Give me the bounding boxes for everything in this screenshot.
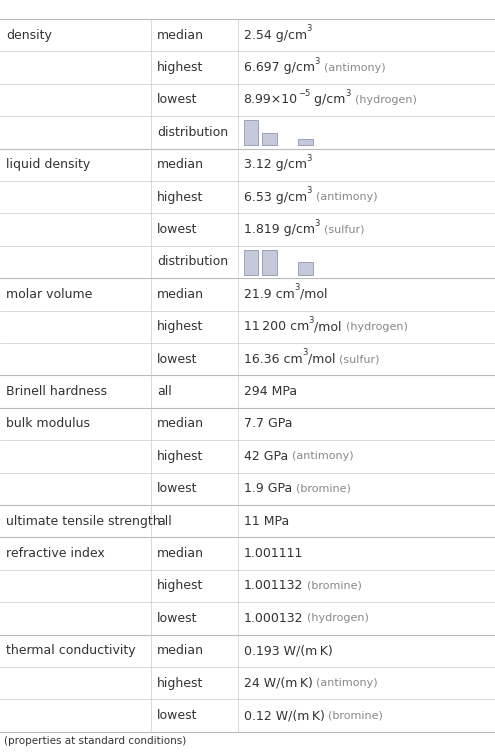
- Bar: [244, 249, 258, 275]
- Text: 8.99×10: 8.99×10: [244, 94, 297, 107]
- Text: 6.53 g/cm: 6.53 g/cm: [244, 191, 307, 203]
- Text: 11 MPa: 11 MPa: [244, 515, 289, 528]
- Text: highest: highest: [157, 61, 203, 74]
- Text: highest: highest: [157, 677, 203, 689]
- Text: 3: 3: [314, 218, 320, 228]
- Text: distribution: distribution: [157, 125, 228, 139]
- Text: (hydrogen): (hydrogen): [307, 613, 369, 624]
- Text: median: median: [157, 29, 204, 42]
- Text: ultimate tensile strength: ultimate tensile strength: [6, 515, 160, 528]
- Text: 3: 3: [306, 153, 312, 163]
- Bar: [244, 120, 258, 145]
- Text: Brinell hardness: Brinell hardness: [6, 385, 107, 398]
- Text: lowest: lowest: [157, 94, 198, 107]
- Text: (bromine): (bromine): [307, 581, 362, 591]
- Text: (bromine): (bromine): [328, 711, 383, 720]
- Text: refractive index: refractive index: [6, 547, 104, 560]
- Text: thermal conductivity: thermal conductivity: [6, 644, 136, 657]
- Text: 1.819 g/cm: 1.819 g/cm: [244, 223, 314, 236]
- Text: 294 MPa: 294 MPa: [244, 385, 297, 398]
- Text: lowest: lowest: [157, 612, 198, 625]
- Text: highest: highest: [157, 321, 203, 333]
- Text: (antimony): (antimony): [316, 192, 378, 202]
- Text: 16.36 cm: 16.36 cm: [244, 352, 302, 366]
- Text: highest: highest: [157, 450, 203, 463]
- Text: bulk modulus: bulk modulus: [6, 417, 90, 430]
- Text: 0.193 W/(m K): 0.193 W/(m K): [244, 644, 332, 657]
- Text: (sulfur): (sulfur): [324, 225, 364, 234]
- Text: density: density: [6, 29, 52, 42]
- Text: 3: 3: [307, 186, 312, 195]
- Text: (antimony): (antimony): [324, 63, 386, 73]
- Text: 3: 3: [307, 24, 312, 33]
- Text: all: all: [157, 385, 172, 398]
- Text: distribution: distribution: [157, 256, 228, 268]
- Text: 21.9 cm: 21.9 cm: [244, 288, 295, 301]
- Text: all: all: [157, 515, 172, 528]
- Text: median: median: [157, 158, 204, 171]
- Text: 0.12 W/(m K): 0.12 W/(m K): [244, 709, 324, 722]
- Text: (bromine): (bromine): [296, 484, 350, 494]
- Text: liquid density: liquid density: [6, 158, 90, 171]
- Text: −5: −5: [297, 89, 310, 98]
- Bar: [262, 132, 277, 145]
- Bar: [298, 139, 313, 145]
- Text: 1.9 GPa: 1.9 GPa: [244, 482, 292, 495]
- Text: (antimony): (antimony): [292, 451, 353, 461]
- Text: lowest: lowest: [157, 223, 198, 236]
- Text: (hydrogen): (hydrogen): [354, 95, 416, 105]
- Text: (sulfur): (sulfur): [339, 354, 380, 364]
- Text: 24 W/(m K): 24 W/(m K): [244, 677, 312, 689]
- Text: 2.54 g/cm: 2.54 g/cm: [244, 29, 307, 42]
- Text: /mol: /mol: [314, 321, 342, 333]
- Text: 1.000132: 1.000132: [244, 612, 303, 625]
- Text: 3.12 g/cm: 3.12 g/cm: [244, 158, 306, 171]
- Text: highest: highest: [157, 580, 203, 593]
- Text: 42 GPa: 42 GPa: [244, 450, 288, 463]
- Text: median: median: [157, 288, 204, 301]
- Text: /mol: /mol: [307, 352, 335, 366]
- Text: (properties at standard conditions): (properties at standard conditions): [4, 736, 186, 745]
- Text: 1.001132: 1.001132: [244, 580, 303, 593]
- Text: 3: 3: [314, 57, 320, 66]
- Text: 11 200 cm: 11 200 cm: [244, 321, 309, 333]
- Text: (hydrogen): (hydrogen): [346, 322, 407, 332]
- Text: lowest: lowest: [157, 482, 198, 495]
- Text: highest: highest: [157, 191, 203, 203]
- Bar: [262, 249, 277, 275]
- Text: median: median: [157, 644, 204, 657]
- Text: 3: 3: [346, 89, 350, 98]
- Text: median: median: [157, 417, 204, 430]
- Text: 3: 3: [295, 284, 299, 293]
- Bar: [298, 262, 313, 275]
- Text: lowest: lowest: [157, 709, 198, 722]
- Text: 3: 3: [302, 349, 307, 357]
- Text: 3: 3: [309, 316, 314, 325]
- Text: (antimony): (antimony): [316, 678, 378, 688]
- Text: 6.697 g/cm: 6.697 g/cm: [244, 61, 314, 74]
- Text: median: median: [157, 547, 204, 560]
- Text: molar volume: molar volume: [6, 288, 92, 301]
- Text: 7.7 GPa: 7.7 GPa: [244, 417, 292, 430]
- Text: /mol: /mol: [299, 288, 327, 301]
- Text: lowest: lowest: [157, 352, 198, 366]
- Text: g/cm: g/cm: [310, 94, 346, 107]
- Text: 1.001111: 1.001111: [244, 547, 303, 560]
